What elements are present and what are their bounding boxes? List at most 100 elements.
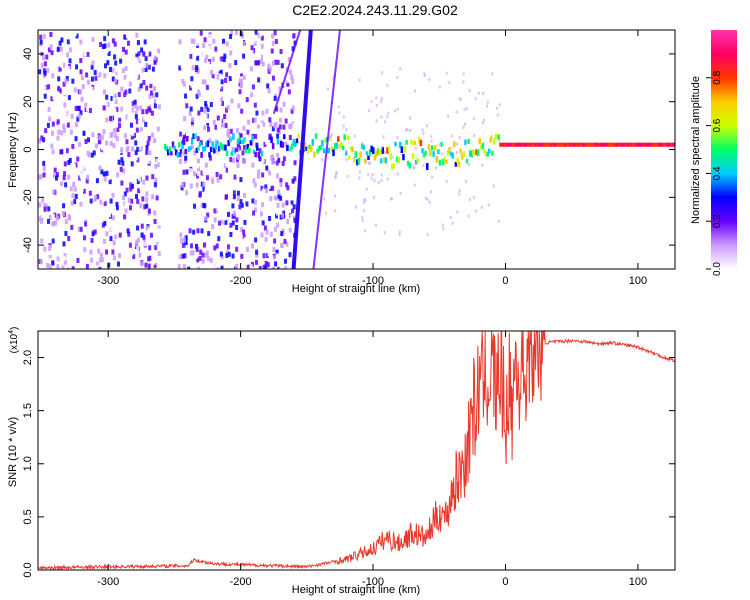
heatmap-cell [252, 54, 256, 60]
heatmap-cell [39, 34, 43, 40]
heatmap-cell [179, 201, 183, 207]
heatmap-cell [153, 86, 157, 92]
heatmap-cell [380, 99, 383, 103]
heatmap-cell [406, 127, 409, 131]
heatmap-cell [200, 203, 204, 209]
heatmap-cell [289, 124, 293, 130]
heatmap-cell [198, 191, 202, 197]
heatmap-cell [99, 41, 103, 47]
heatmap-cell [73, 87, 77, 93]
heatmap-cell [60, 63, 64, 69]
heatmap-cell [291, 78, 295, 84]
heatmap-cell [430, 135, 433, 139]
heatmap-cell [137, 86, 141, 92]
heatmap-cell [216, 125, 220, 131]
heatmap-cell [51, 121, 55, 127]
heatmap-cell [214, 143, 218, 151]
heatmap-cell [624, 142, 628, 147]
heatmap-cell [180, 185, 184, 191]
heatmap-cell [210, 78, 214, 84]
heatmap-cell [205, 262, 209, 268]
heatmap-cell [229, 128, 233, 134]
heatmap-cell [94, 210, 98, 216]
heatmap-cell [221, 127, 225, 133]
heatmap-cell [156, 179, 160, 185]
heatmap-cell [338, 111, 341, 115]
heatmap-cell [286, 185, 290, 191]
heatmap-cell [422, 152, 426, 158]
heatmap-cell [271, 40, 275, 46]
heatmap-cell [557, 142, 561, 147]
heatmap-cell [262, 164, 266, 170]
heatmap-cell [115, 136, 119, 142]
heatmap-cell [139, 242, 143, 248]
heatmap-cell [43, 246, 47, 252]
heatmap-cell [383, 231, 386, 235]
heatmap-cell [345, 158, 348, 162]
heatmap-cell [618, 142, 621, 147]
x-tick-label: -300 [97, 576, 119, 588]
heatmap-cell [249, 264, 253, 269]
heatmap-cell [308, 144, 311, 149]
heatmap-cell [373, 178, 376, 182]
heatmap-cell [260, 35, 264, 41]
heatmap-cell [268, 260, 272, 266]
heatmap-cell [440, 141, 443, 147]
heatmap-cell [147, 158, 151, 164]
heatmap-cell [252, 178, 256, 184]
heatmap-cell [41, 213, 45, 219]
heatmap-cell [235, 147, 238, 152]
heatmap-cell [373, 154, 377, 161]
heatmap-cell [491, 150, 494, 156]
heatmap-cell [287, 57, 291, 63]
heatmap-cell [136, 225, 140, 231]
heatmap-cell [516, 142, 520, 147]
heatmap-cell [43, 61, 47, 67]
heatmap-cell [358, 176, 361, 180]
heatmap-cell [76, 105, 80, 111]
heatmap-cell [135, 119, 139, 125]
heatmap-cell [144, 234, 148, 240]
heatmap-cell [226, 244, 230, 250]
heatmap-cell [60, 181, 64, 187]
heatmap-cell [202, 242, 206, 248]
heatmap-cell [99, 199, 103, 205]
heatmap-cell [217, 49, 221, 55]
heatmap-cell [98, 72, 102, 78]
heatmap-cell [116, 210, 120, 216]
heatmap-cell [134, 193, 138, 199]
heatmap-cell [56, 264, 60, 269]
heatmap-cell [188, 219, 192, 225]
heatmap-cell [518, 142, 521, 147]
heatmap-cell [591, 142, 594, 147]
heatmap-cell [346, 174, 349, 178]
heatmap-cell [178, 254, 182, 260]
heatmap-cell [442, 223, 445, 227]
heatmap-cell [586, 142, 590, 147]
heatmap-cell [284, 135, 288, 141]
heatmap-cell [178, 100, 182, 106]
heatmap-cell [51, 221, 55, 227]
heatmap-cell [254, 259, 258, 265]
heatmap-cell [235, 263, 239, 269]
heatmap-cell [667, 142, 671, 147]
heatmap-cell [103, 201, 107, 207]
heatmap-cell [53, 167, 57, 173]
heatmap-cell [278, 209, 282, 215]
heatmap-cell [218, 194, 222, 200]
heatmap-cell [95, 178, 99, 184]
heatmap-cell [79, 58, 83, 64]
heatmap-cell [113, 133, 117, 139]
heatmap-cell [120, 106, 124, 112]
heatmap-cell [196, 158, 200, 164]
heatmap-cell [38, 202, 42, 208]
heatmap-cell [68, 122, 72, 128]
heatmap-cell [103, 43, 107, 49]
heatmap-cell [225, 161, 229, 167]
heatmap-cell [190, 267, 194, 269]
heatmap-cell [228, 138, 232, 143]
heatmap-cell [236, 231, 240, 237]
heatmap-cell [91, 231, 95, 237]
heatmap-cell [441, 158, 445, 166]
heatmap-cell [225, 252, 229, 258]
